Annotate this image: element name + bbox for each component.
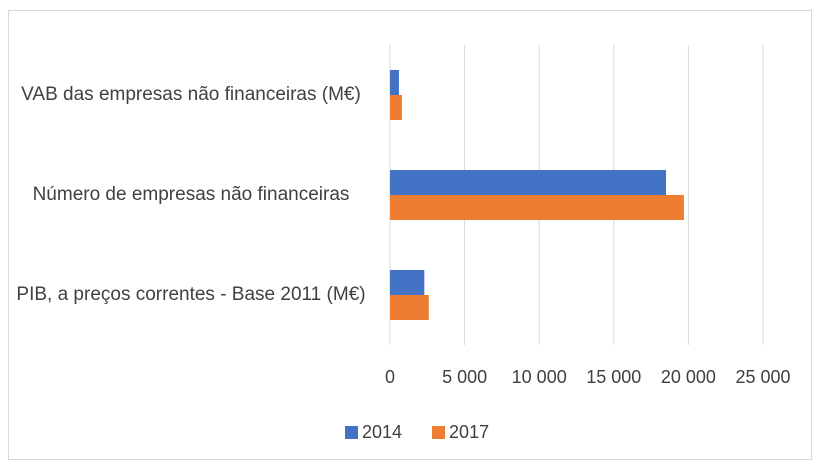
legend-label: 2017 bbox=[449, 422, 489, 442]
category-label: VAB das empresas não financeiras (M€) bbox=[21, 84, 361, 105]
x-tick-label: 0 bbox=[385, 367, 395, 387]
chart-frame bbox=[8, 10, 812, 460]
bar bbox=[390, 95, 402, 120]
legend-swatch bbox=[432, 426, 446, 439]
x-tick-label: 10 000 bbox=[512, 367, 567, 387]
bar bbox=[390, 270, 425, 295]
category-label: PIB, a preços correntes - Base 2011 (M€) bbox=[16, 284, 366, 305]
bar bbox=[390, 170, 667, 195]
legend-swatch bbox=[345, 426, 358, 439]
x-tick-label: 15 000 bbox=[586, 367, 641, 387]
bar bbox=[390, 295, 429, 320]
x-tick-label: 25 000 bbox=[735, 367, 790, 387]
x-tick-label: 5 000 bbox=[442, 367, 487, 387]
bar bbox=[390, 70, 399, 95]
x-tick-label: 20 000 bbox=[661, 367, 716, 387]
legend-label: 2014 bbox=[362, 422, 402, 442]
bar bbox=[390, 195, 684, 220]
category-label: Número de empresas não financeiras bbox=[32, 184, 350, 205]
